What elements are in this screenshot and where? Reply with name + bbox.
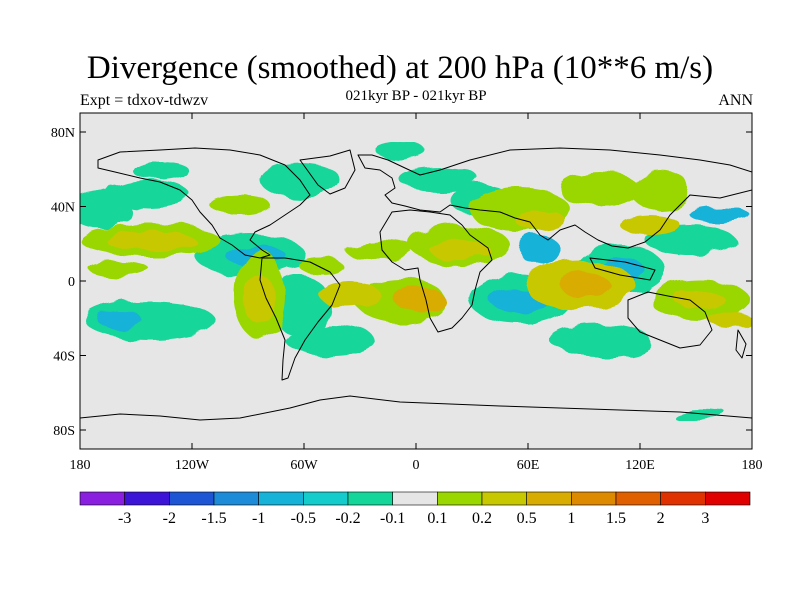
- colorbar-swatch: [571, 491, 617, 506]
- colorbar-swatch: [481, 491, 527, 506]
- colorbar: -3 -2 -1.5 -1 -0.5 -0.2 -0.1 0.1 0.2 0.5 1 1.5 2 3: [79, 491, 751, 527]
- season-label: ANN: [718, 92, 753, 109]
- colorbar-label: -2: [163, 510, 176, 527]
- divergence-field: [80, 142, 752, 421]
- lon-tick-label: 180: [70, 458, 91, 473]
- colorbar-label: -0.1: [380, 510, 405, 527]
- colorbar-label: 0.1: [427, 510, 447, 527]
- colorbar-swatch: [347, 491, 393, 506]
- colorbar-label: -0.5: [291, 510, 316, 527]
- colorbar-label: 3: [701, 510, 709, 527]
- colorbar-swatch: [303, 491, 349, 506]
- lon-tick-label: 120E: [625, 458, 655, 473]
- colorbar-swatch: [213, 491, 259, 506]
- colorbar-label: -1.5: [201, 510, 226, 527]
- colorbar-swatch: [660, 491, 706, 506]
- lat-tick-label: 40N: [51, 201, 75, 216]
- lon-tick-label: 60E: [517, 458, 540, 473]
- colorbar-swatch: [437, 491, 483, 506]
- lat-tick-label: 80S: [53, 424, 75, 439]
- coastlines: [80, 147, 752, 421]
- colorbar-swatch: [79, 491, 125, 506]
- experiment-label: Expt = tdxov-tdwzv: [80, 92, 209, 109]
- latitude-axis: 80N 40N 0 40S 80S: [51, 126, 752, 439]
- lon-tick-label: 120W: [175, 458, 210, 473]
- colorbar-label: -1: [252, 510, 265, 527]
- longitude-axis: 180 120W 60W 0 60E 120E 180: [70, 113, 763, 473]
- colorbar-swatch: [124, 491, 170, 506]
- plot-subtitle: 021kyr BP - 021kyr BP: [345, 88, 487, 104]
- lat-tick-label: 40S: [53, 350, 75, 365]
- colorbar-label: -0.2: [335, 510, 360, 527]
- colorbar-swatch: [169, 491, 215, 506]
- plot-title: Divergence (smoothed) at 200 hPa (10**6 …: [86, 50, 714, 86]
- lon-tick-label: 0: [413, 458, 420, 473]
- colorbar-swatch: [705, 491, 751, 506]
- colorbar-label: 0.2: [472, 510, 492, 527]
- colorbar-label: 2: [657, 510, 665, 527]
- lon-tick-label: 180: [742, 458, 763, 473]
- lat-tick-label: 80N: [51, 126, 75, 141]
- colorbar-label: 1: [567, 510, 575, 527]
- colorbar-swatch: [392, 491, 438, 506]
- colorbar-swatch: [615, 491, 661, 506]
- lat-tick-label: 0: [68, 275, 75, 290]
- colorbar-swatch: [526, 491, 572, 506]
- lon-tick-label: 60W: [290, 458, 318, 473]
- colorbar-label: 0.5: [517, 510, 537, 527]
- colorbar-label: -3: [118, 510, 131, 527]
- colorbar-swatch: [258, 491, 304, 506]
- colorbar-label: 1.5: [606, 510, 626, 527]
